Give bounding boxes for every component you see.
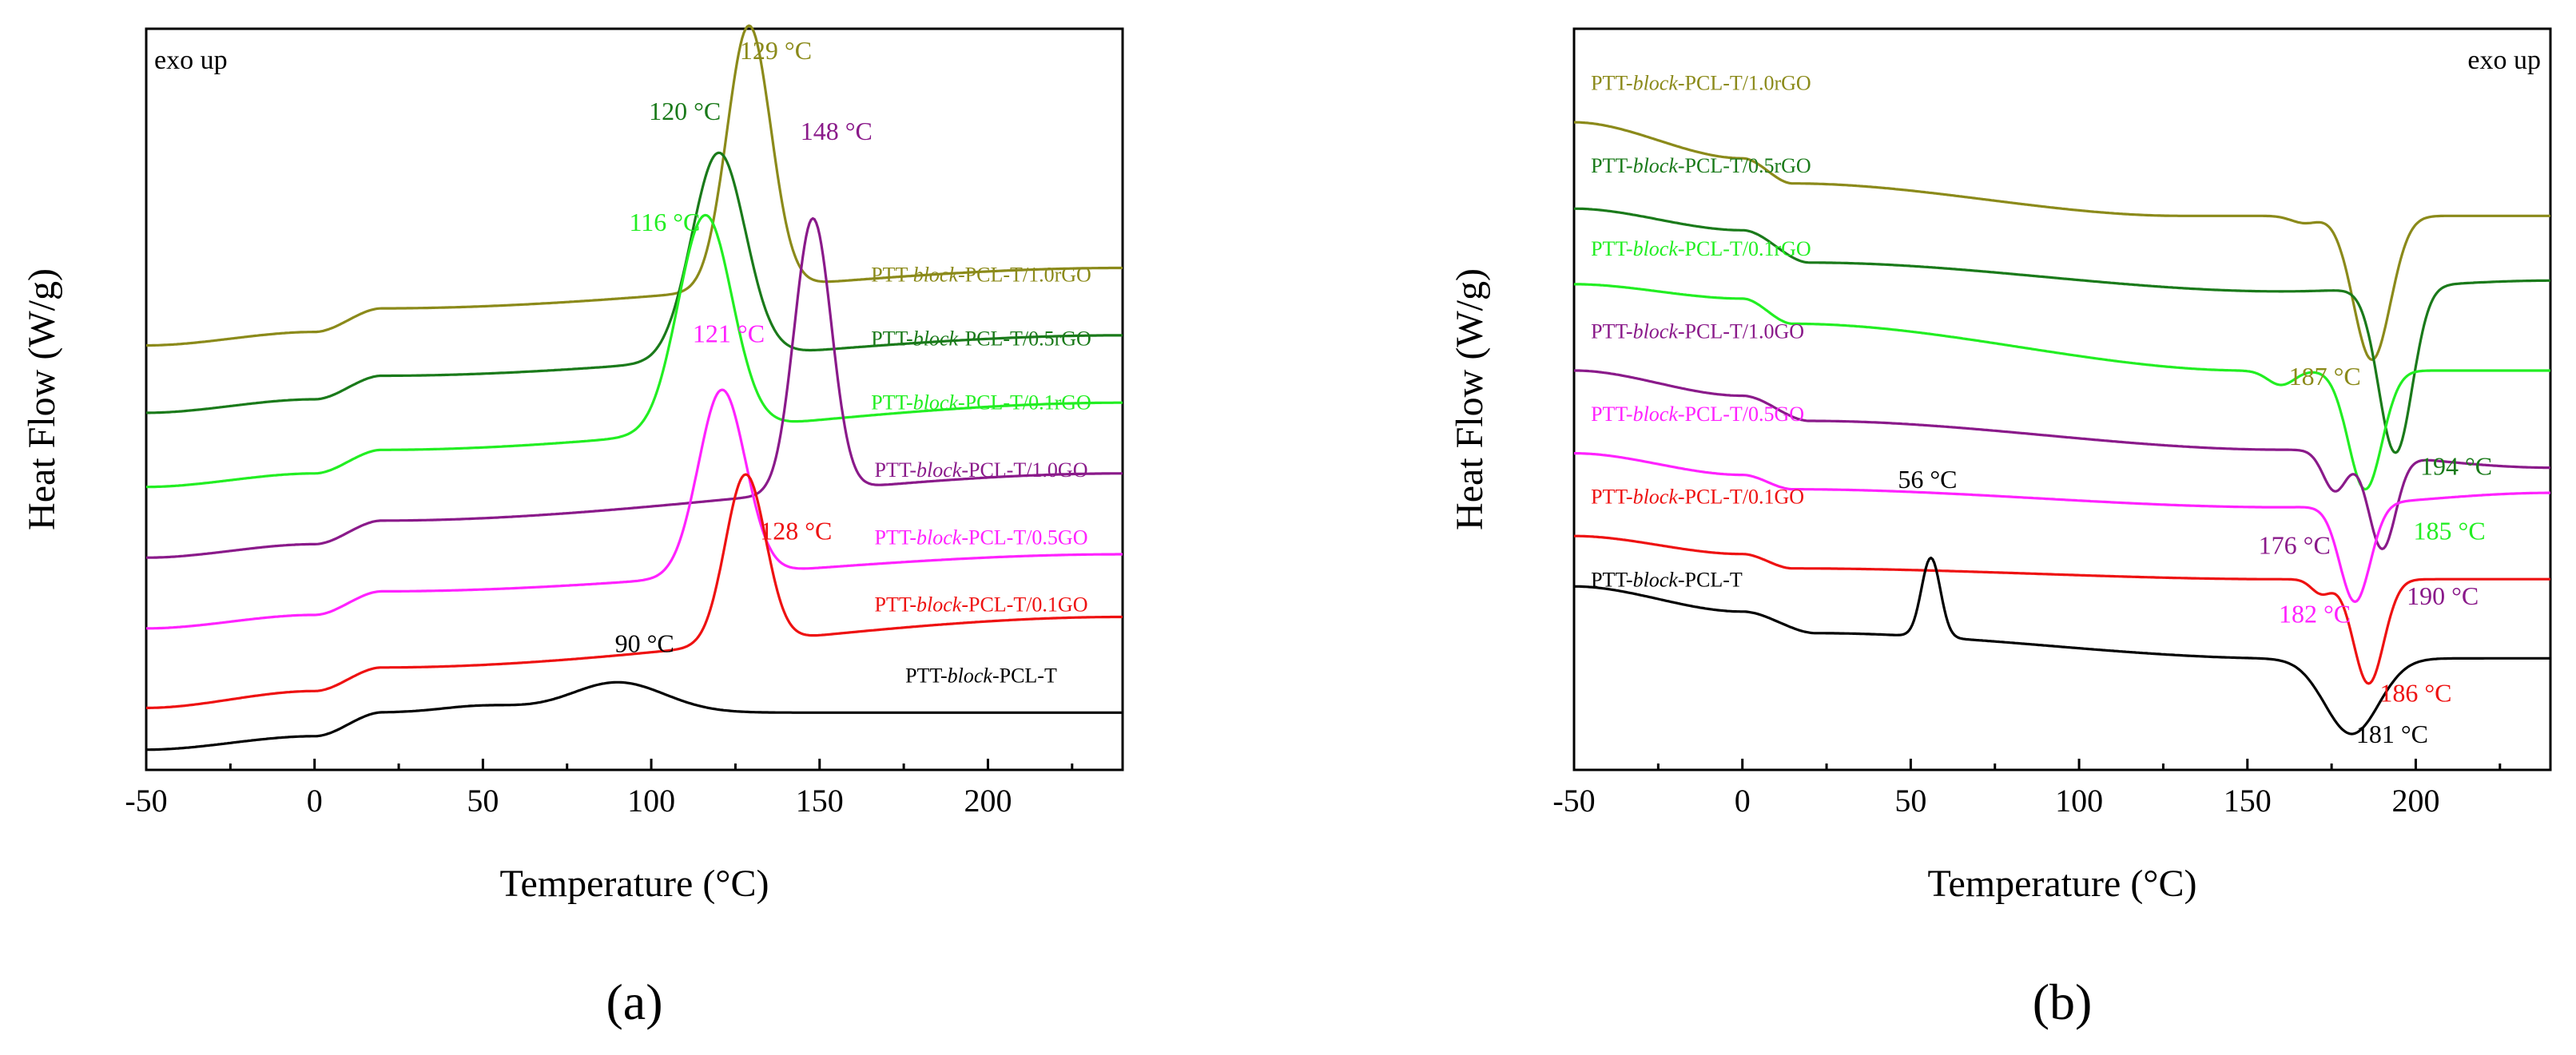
curve-a-0 bbox=[146, 24, 1123, 347]
plot-frame-a bbox=[145, 27, 1124, 771]
legend-label-a-0: PTT-block-PCL-T/1.0rGO bbox=[871, 263, 1091, 286]
legend-label-b-0: PTT-block-PCL-T/1.0rGO bbox=[1591, 72, 1811, 95]
peak-label-a-6-0: 90 °C bbox=[615, 629, 674, 657]
x-ticks-a: -50 0 50 100 150 200 bbox=[125, 759, 1074, 819]
x-tick-label: 200 bbox=[964, 783, 1012, 819]
x-tick-label: 50 bbox=[467, 783, 499, 819]
panel-a: -50 0 50 100 150 200 129 °C 120 °C 116 °C 148 °C… bbox=[21, 24, 1124, 1030]
peak-label-a-1-0: 120 °C bbox=[649, 97, 721, 125]
x-axis-title-b: Temperature (°C) bbox=[1927, 863, 2196, 905]
x-tick-label: -50 bbox=[1552, 783, 1595, 819]
x-tick-label: 50 bbox=[1894, 783, 1926, 819]
curve-b-0 bbox=[1574, 121, 2550, 361]
legend-label-a-3: PTT-block-PCL-T/1.0GO bbox=[875, 458, 1088, 482]
peak-label-a-5-0: 128 °C bbox=[760, 516, 832, 545]
curve-a-4 bbox=[146, 388, 1123, 630]
legend-label-a-1: PTT-block-PCL-T/0.5rGO bbox=[871, 327, 1091, 351]
peak-label-b-1-0: 194 °C bbox=[2420, 452, 2492, 481]
legend-label-b-2: PTT-block-PCL-T/0.1rGO bbox=[1591, 237, 1811, 260]
curve-b-5 bbox=[1574, 534, 2550, 685]
legend-label-b-3: PTT-block-PCL-T/1.0GO bbox=[1591, 319, 1804, 343]
plot-frame-b bbox=[1572, 27, 2552, 771]
curves-a bbox=[145, 24, 1123, 752]
curve-b-6 bbox=[1574, 556, 2550, 736]
peak-label-b-3-0: 176 °C bbox=[2259, 531, 2331, 560]
panel-label-a: (a) bbox=[606, 974, 662, 1030]
legend-label-a-2: PTT-block-PCL-T/0.1rGO bbox=[871, 391, 1091, 414]
y-axis-title-a: Heat Flow (W/g) bbox=[21, 268, 63, 530]
x-tick-label: 100 bbox=[627, 783, 675, 819]
legend-label-b-4: PTT-block-PCL-T/0.5GO bbox=[1591, 403, 1804, 426]
peak-label-a-0-0: 129 °C bbox=[740, 36, 812, 65]
x-tick-label: 150 bbox=[2224, 783, 2272, 819]
legend-b: PTT-block-PCL-T/1.0rGO PTT-block-PCL-T/0.… bbox=[1591, 72, 1811, 592]
exo-up-note-a: exo up bbox=[154, 46, 228, 75]
curve-a-5 bbox=[146, 473, 1123, 709]
curve-b-4 bbox=[1574, 452, 2550, 603]
curves-b bbox=[1573, 121, 2550, 736]
legend-label-b-6: PTT-block-PCL-T bbox=[1591, 568, 1743, 591]
annotations-a: 129 °C 120 °C 116 °C 148 °C 121 °C 128 °C 90 °… bbox=[615, 36, 873, 657]
curve-b-3 bbox=[1574, 369, 2550, 550]
x-axis-title-a: Temperature (°C) bbox=[499, 863, 769, 905]
peak-label-b-3-1: 190 °C bbox=[2407, 581, 2479, 610]
peak-label-a-4-0: 121 °C bbox=[693, 319, 765, 347]
curve-a-6 bbox=[146, 680, 1123, 752]
panel-label-b: (b) bbox=[2033, 974, 2093, 1030]
legend-label-a-6: PTT-block-PCL-T bbox=[905, 664, 1057, 687]
curve-b-1 bbox=[1573, 207, 2550, 454]
x-tick-label: -50 bbox=[125, 783, 167, 819]
x-tick-label: 0 bbox=[1735, 783, 1751, 819]
x-ticks-b: -50 0 50 100 150 200 bbox=[1552, 759, 2502, 819]
x-tick-label: 150 bbox=[796, 783, 844, 819]
annotations-b: 187 °C 194 °C 185 °C 176 °C 190 °C 182 °C 186 … bbox=[1898, 362, 2492, 748]
x-tick-label: 200 bbox=[2391, 783, 2439, 819]
curve-b-2 bbox=[1573, 283, 2550, 491]
peak-label-a-2-0: 116 °C bbox=[629, 208, 700, 236]
legend-label-a-5: PTT-block-PCL-T/0.1GO bbox=[875, 593, 1088, 617]
peak-label-b-6-0: 56 °C bbox=[1898, 465, 1957, 494]
peak-label-b-6-1: 181 °C bbox=[2356, 720, 2428, 748]
legend-label-b-1: PTT-block-PCL-T/0.5rGO bbox=[1591, 154, 1811, 177]
curve-a-1 bbox=[146, 151, 1123, 414]
peak-label-b-5-0: 186 °C bbox=[2379, 678, 2451, 707]
y-axis-title-b: Heat Flow (W/g) bbox=[1449, 268, 1491, 530]
panel-b: -50 0 50 100 150 200 187 °C 194 °C 185 °C 176 °C… bbox=[1449, 27, 2552, 1030]
exo-up-note-b: exo up bbox=[2467, 46, 2541, 75]
peak-label-a-3-0: 148 °C bbox=[801, 117, 873, 145]
peak-label-b-0-0: 187 °C bbox=[2289, 362, 2361, 391]
x-tick-label: 100 bbox=[2055, 783, 2103, 819]
peak-label-b-4-0: 182 °C bbox=[2279, 599, 2351, 628]
curve-a-3 bbox=[145, 216, 1123, 559]
curve-a-2 bbox=[146, 213, 1123, 489]
legend-a: PTT-block-PCL-T/1.0rGO PTT-block-PCL-T/0.… bbox=[871, 263, 1091, 687]
x-tick-label: 0 bbox=[307, 783, 323, 819]
legend-label-a-4: PTT-block-PCL-T/0.5GO bbox=[875, 526, 1088, 549]
legend-label-b-5: PTT-block-PCL-T/0.1GO bbox=[1591, 486, 1804, 509]
peak-label-b-2-0: 185 °C bbox=[2414, 517, 2486, 545]
